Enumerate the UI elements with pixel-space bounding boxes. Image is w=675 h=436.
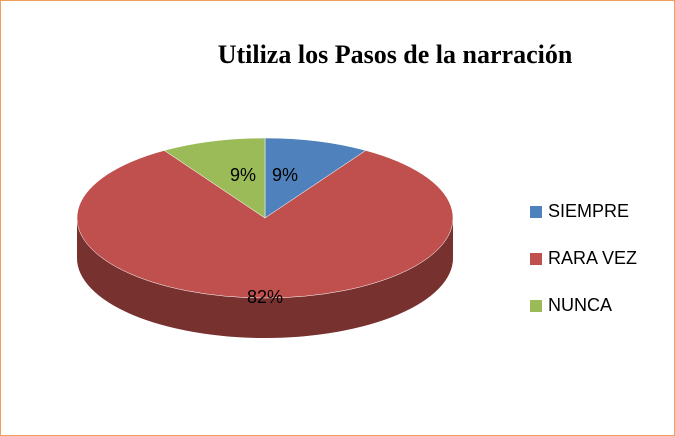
legend-swatch	[530, 300, 542, 312]
data-label: 9%	[230, 165, 256, 185]
data-label: 82%	[247, 287, 283, 307]
legend-label: NUNCA	[548, 295, 612, 315]
pie-side	[77, 218, 453, 338]
pie-slice	[264, 137, 367, 219]
legend-label: RARA VEZ	[548, 248, 637, 268]
chart-title: Utiliza los Pasos de la narración	[218, 40, 573, 69]
pie-side-shade	[77, 218, 453, 338]
legend-swatch	[530, 206, 542, 218]
pie-slice	[163, 137, 266, 219]
pie: 9% 82% 9%	[76, 137, 454, 338]
data-label: 9%	[272, 165, 298, 185]
legend: SIEMPRE RARA VEZ NUNCA	[530, 201, 637, 315]
legend-label: SIEMPRE	[548, 201, 629, 221]
legend-swatch	[530, 253, 542, 265]
pie-slice	[76, 150, 454, 299]
